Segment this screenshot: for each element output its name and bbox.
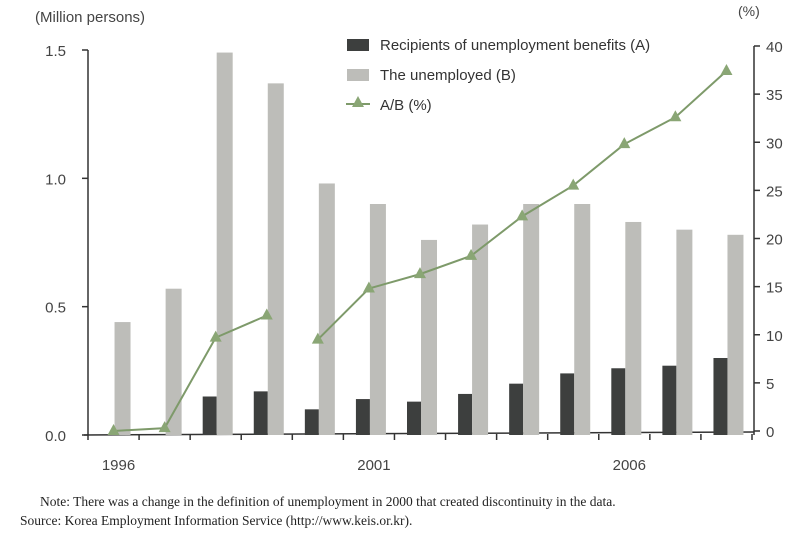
ratio-marker-triangle-icon bbox=[209, 330, 222, 342]
bars bbox=[114, 52, 744, 436]
left-tick-label: 1.5 bbox=[45, 43, 66, 60]
bar-unemployed bbox=[676, 229, 693, 435]
chart: (Million persons) (%) 0.0 0.5 1.0 1.5 0 5 10 1… bbox=[35, 3, 783, 474]
right-axis-unit-label: (%) bbox=[738, 3, 760, 19]
bar-recipients bbox=[253, 391, 268, 435]
bar-recipients bbox=[304, 409, 319, 435]
ratio-marker-triangle-icon bbox=[107, 424, 120, 435]
bar-recipients bbox=[458, 393, 473, 435]
bar-recipients bbox=[611, 368, 626, 435]
bar-unemployed bbox=[625, 221, 642, 435]
ratio-marker-triangle-icon bbox=[516, 209, 529, 221]
legend-swatch-unemployed bbox=[347, 69, 369, 81]
x-tick-label: 1996 bbox=[102, 457, 135, 474]
right-axis: 0 5 10 15 20 25 30 35 40 bbox=[753, 39, 783, 441]
x-tick-label: 2006 bbox=[613, 457, 646, 474]
bar-unemployed bbox=[216, 52, 233, 436]
ratio-marker-triangle-icon bbox=[311, 332, 324, 344]
bar-recipients bbox=[713, 358, 728, 435]
right-tick-label: 35 bbox=[766, 87, 783, 104]
bar-unemployed bbox=[472, 224, 489, 435]
bar-unemployed bbox=[369, 204, 386, 435]
bar-unemployed bbox=[318, 183, 335, 435]
bar-recipients bbox=[560, 373, 575, 435]
left-tick-label: 0.5 bbox=[45, 300, 66, 317]
legend: Recipients of unemployment benefits (A) … bbox=[346, 37, 650, 114]
legend-swatch-recipients bbox=[347, 39, 369, 51]
left-tick-label: 0.0 bbox=[45, 428, 66, 445]
ratio-marker-triangle-icon bbox=[260, 308, 273, 320]
ratio-marker-triangle-icon bbox=[618, 137, 631, 149]
right-tick-label: 40 bbox=[766, 39, 783, 56]
ratio-marker-triangle-icon bbox=[158, 421, 171, 433]
legend-label-recipients: Recipients of unemployment benefits (A) bbox=[380, 37, 650, 54]
right-tick-label: 0 bbox=[766, 424, 774, 441]
ratio-marker-triangle-icon bbox=[567, 178, 580, 190]
ratio-marker-triangle-icon bbox=[669, 110, 682, 122]
chart-note: Note: There was a change in the definiti… bbox=[40, 494, 616, 509]
left-tick-label: 1.0 bbox=[45, 171, 66, 188]
legend-triangle-icon bbox=[352, 96, 364, 107]
ratio-marker-triangle-icon bbox=[414, 267, 426, 279]
bar-unemployed bbox=[523, 204, 540, 435]
bar-recipients bbox=[407, 401, 421, 435]
bar-recipients bbox=[202, 396, 217, 435]
bar-unemployed bbox=[114, 322, 131, 435]
bar-recipients bbox=[509, 383, 524, 435]
bar-recipients bbox=[662, 365, 677, 435]
chart-source: Source: Korea Employment Information Ser… bbox=[20, 513, 413, 528]
right-tick-label: 30 bbox=[766, 135, 783, 152]
right-tick-label: 20 bbox=[766, 232, 783, 249]
legend-label-ratio: A/B (%) bbox=[380, 97, 432, 114]
ratio-line bbox=[107, 64, 733, 435]
ratio-marker-triangle-icon bbox=[720, 64, 733, 76]
right-tick-label: 10 bbox=[766, 328, 783, 345]
bar-unemployed bbox=[267, 83, 284, 435]
right-tick-label: 5 bbox=[766, 376, 774, 393]
left-axis: 0.0 0.5 1.0 1.5 bbox=[45, 43, 89, 445]
right-tick-label: 15 bbox=[766, 280, 783, 297]
x-tick-label: 2001 bbox=[357, 457, 390, 474]
bar-unemployed bbox=[574, 204, 591, 435]
legend-label-unemployed: The unemployed (B) bbox=[380, 67, 516, 84]
right-tick-label: 25 bbox=[766, 183, 783, 200]
ratio-marker-triangle-icon bbox=[362, 281, 375, 293]
bar-unemployed bbox=[421, 239, 437, 435]
bar-unemployed bbox=[727, 234, 744, 435]
x-axis: 1996 2001 2006 bbox=[83, 431, 755, 474]
bar-unemployed bbox=[165, 288, 182, 435]
left-axis-unit-label: (Million persons) bbox=[35, 9, 145, 26]
ratio-marker-triangle-icon bbox=[465, 248, 478, 260]
bar-recipients bbox=[355, 399, 370, 435]
